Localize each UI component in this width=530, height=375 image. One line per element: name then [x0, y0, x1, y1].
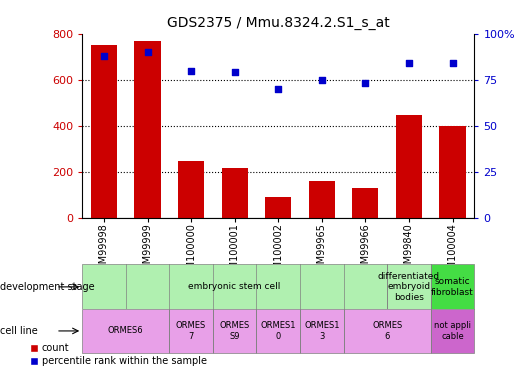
Text: cell line: cell line: [0, 326, 38, 336]
Bar: [169, 309, 213, 352]
Bar: [431, 264, 474, 309]
Text: differentiated
embryoid
bodies: differentiated embryoid bodies: [378, 272, 440, 302]
Text: embryonic stem cell: embryonic stem cell: [189, 282, 281, 291]
Bar: [431, 309, 474, 352]
Point: [231, 69, 239, 75]
Point: [274, 86, 282, 92]
Bar: [343, 309, 431, 352]
Bar: [213, 309, 257, 352]
Point: [361, 80, 369, 86]
Point: [405, 60, 413, 66]
Point: [448, 60, 457, 66]
Text: ORMES1
0: ORMES1 0: [261, 321, 296, 340]
Bar: [178, 161, 204, 218]
Legend: count, percentile rank within the sample: count, percentile rank within the sample: [26, 339, 210, 370]
Point: [100, 53, 108, 59]
Bar: [352, 188, 378, 218]
Bar: [257, 309, 300, 352]
Bar: [222, 168, 248, 217]
Point: [317, 77, 326, 83]
Text: ORMES
7: ORMES 7: [176, 321, 206, 340]
Bar: [135, 40, 161, 218]
Text: development stage: development stage: [0, 282, 95, 292]
Text: not appli
cable: not appli cable: [434, 321, 471, 340]
Point: [187, 68, 196, 74]
Point: [143, 49, 152, 55]
Text: ORMES6: ORMES6: [108, 326, 144, 335]
Text: ORMES
S9: ORMES S9: [219, 321, 250, 340]
Bar: [300, 309, 343, 352]
Text: ORMES
6: ORMES 6: [372, 321, 402, 340]
Bar: [82, 309, 169, 352]
Text: ORMES1
3: ORMES1 3: [304, 321, 340, 340]
Bar: [396, 115, 422, 218]
Bar: [91, 45, 117, 218]
Bar: [265, 197, 292, 217]
Title: GDS2375 / Mmu.8324.2.S1_s_at: GDS2375 / Mmu.8324.2.S1_s_at: [167, 16, 390, 30]
Bar: [82, 264, 387, 309]
Bar: [309, 181, 335, 218]
Text: somatic
fibroblast: somatic fibroblast: [431, 277, 474, 297]
Bar: [387, 264, 431, 309]
Bar: [439, 126, 466, 218]
